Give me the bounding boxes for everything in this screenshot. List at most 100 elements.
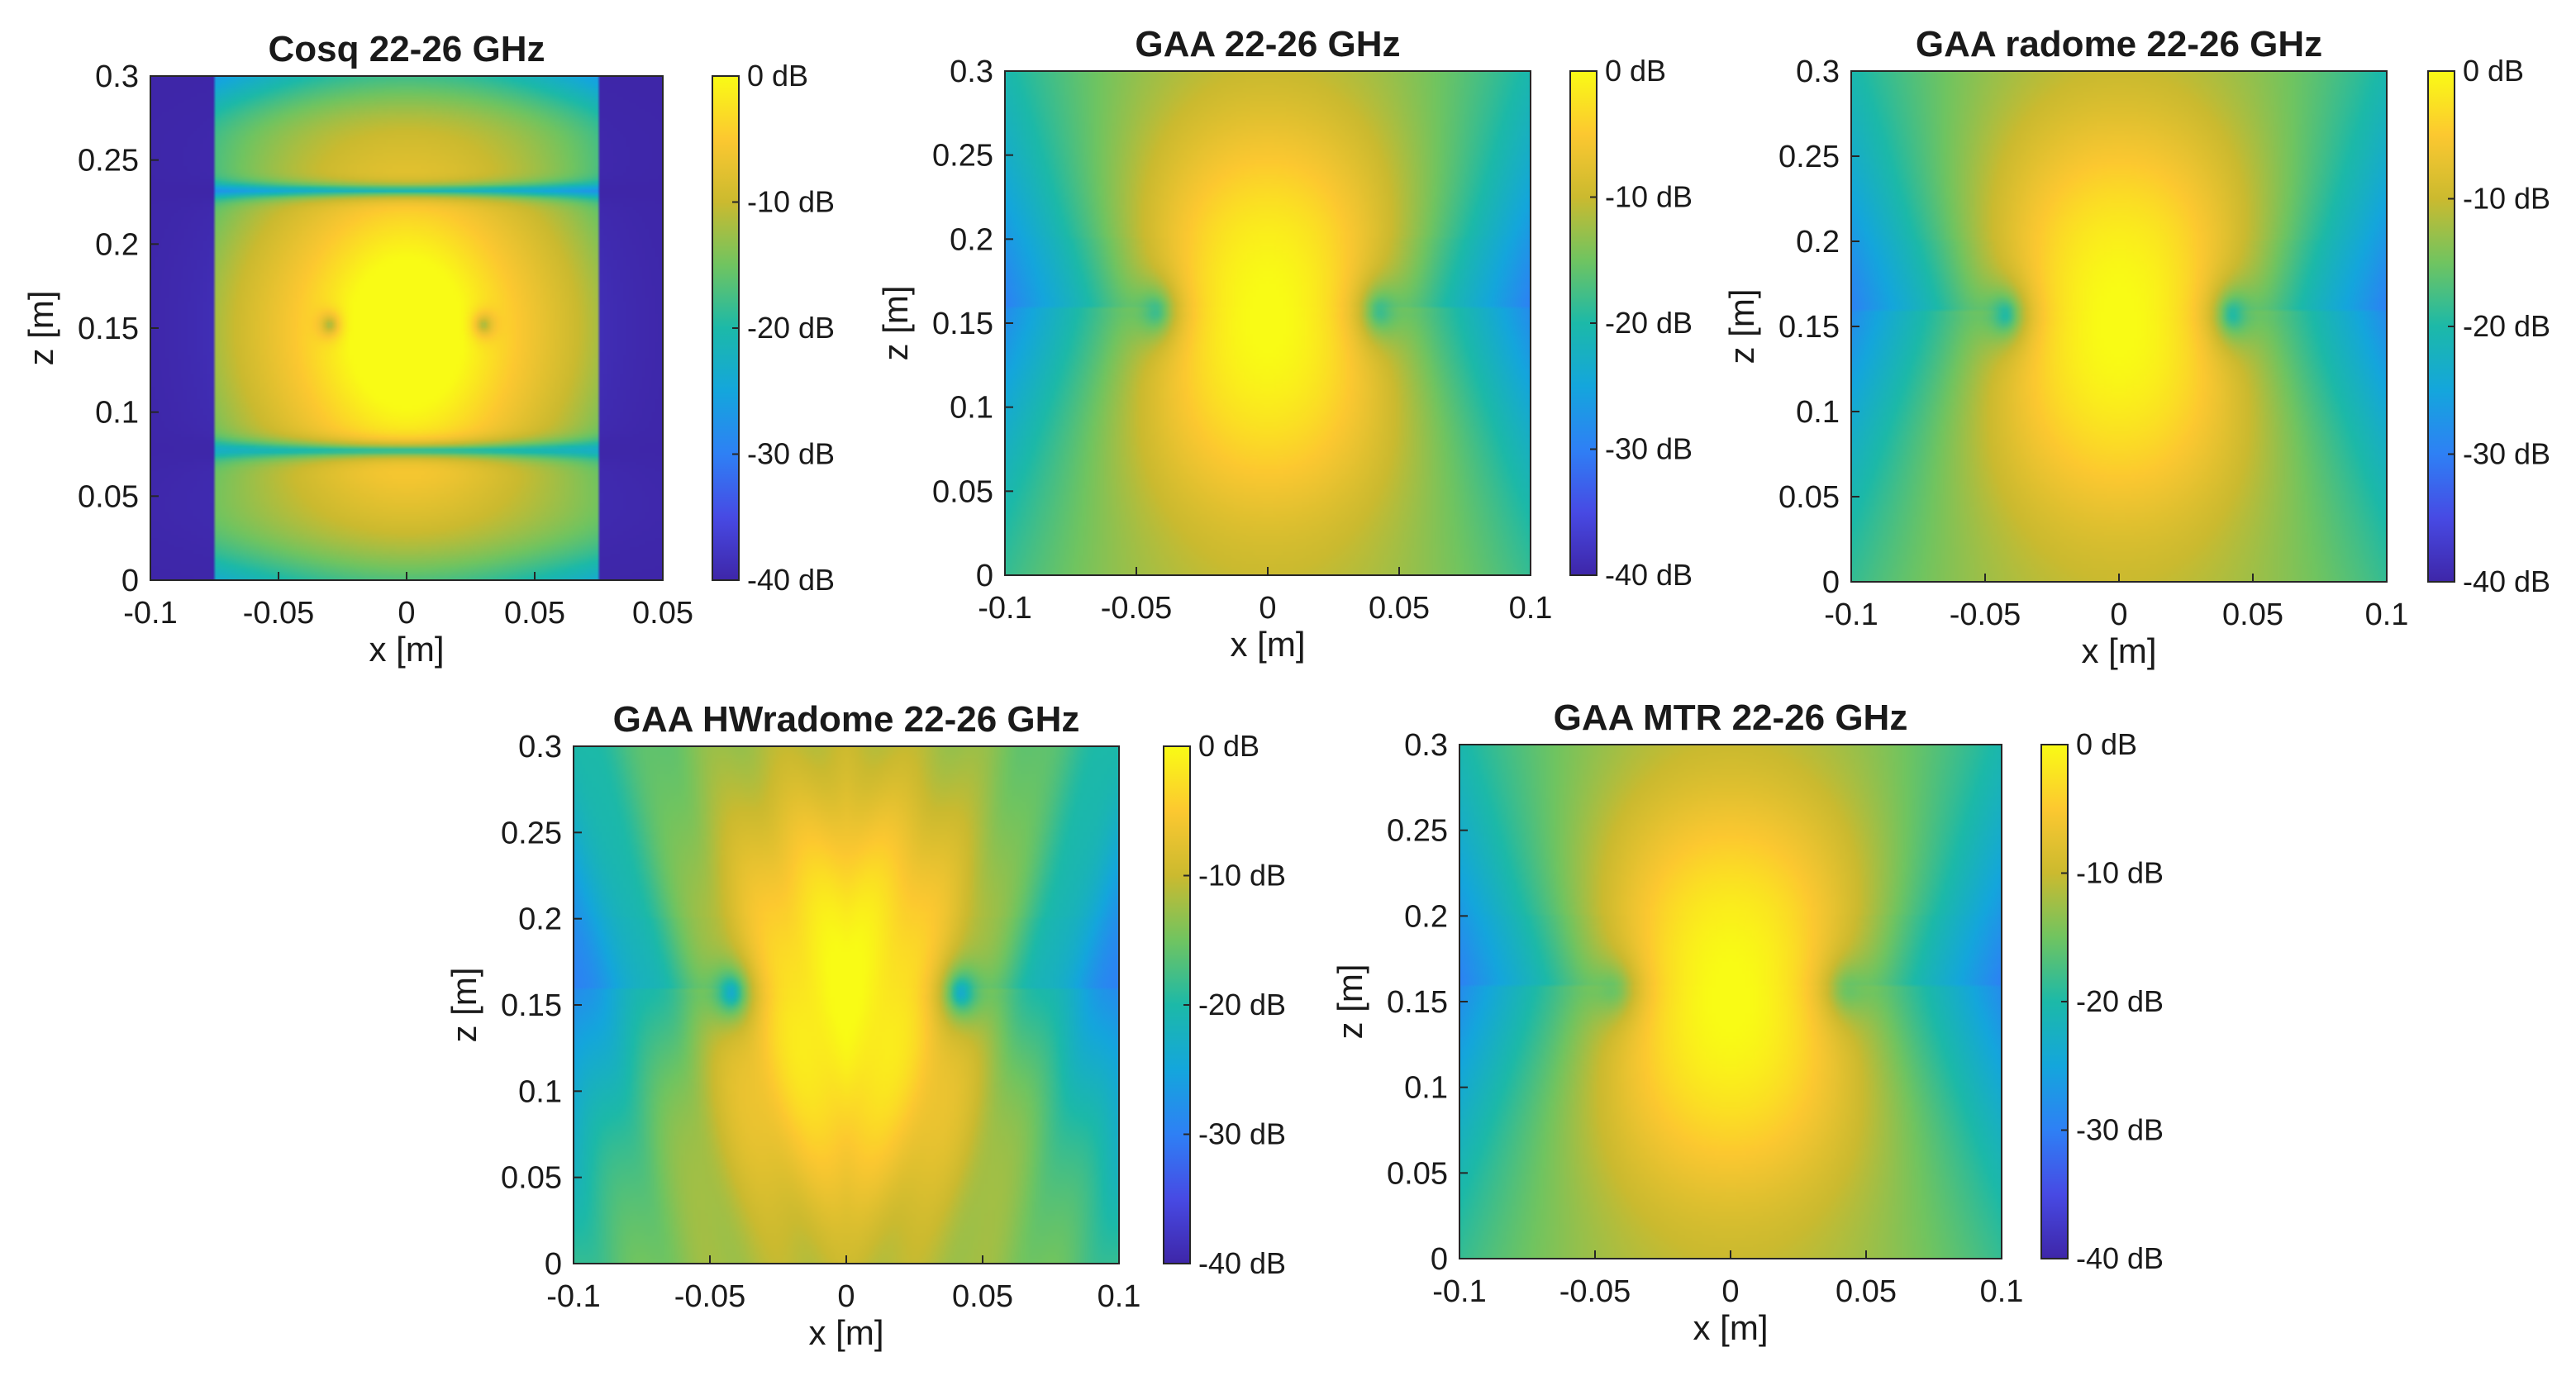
y-tick-label: 0.3 bbox=[1404, 728, 1448, 763]
y-tick-label: 0.1 bbox=[1404, 1071, 1448, 1106]
y-tick-label: 0.15 bbox=[501, 988, 562, 1023]
y-tick-label: 0.15 bbox=[78, 312, 139, 346]
y-tick-label: 0.25 bbox=[1778, 140, 1840, 174]
colorbar-tick-label: -30 dB bbox=[1605, 432, 1693, 466]
colorbar-tick-label: -20 dB bbox=[2463, 309, 2550, 343]
colorbar-tick-label: 0 dB bbox=[2463, 54, 2524, 88]
y-tick-label: 0 bbox=[1431, 1242, 1448, 1277]
x-tick-label: 0 bbox=[398, 596, 415, 631]
x-axis-label: x [m] bbox=[1231, 625, 1306, 664]
colorbar-tick-label: -10 dB bbox=[2463, 182, 2550, 216]
x-tick-label: -0.1 bbox=[546, 1279, 600, 1314]
x-tick-label: 0 bbox=[837, 1279, 855, 1314]
y-tick-label: 0 bbox=[1822, 565, 1840, 600]
y-tick-label: 0.05 bbox=[932, 474, 993, 509]
colorbar-tick-label: -30 dB bbox=[1198, 1117, 1286, 1151]
x-tick-label: -0.05 bbox=[1950, 598, 2021, 632]
y-tick-label: 0.25 bbox=[501, 816, 562, 850]
y-tick-label: 0.3 bbox=[518, 730, 562, 764]
y-tick-label: 0.1 bbox=[95, 396, 139, 431]
y-tick-label: 0.1 bbox=[1796, 395, 1840, 430]
panel-3: GAA radome 22-26 GHz 0 0.05 0.1 0.15 0.2 0.25 0… bbox=[1722, 24, 2550, 670]
colorbar-tick-label: -20 dB bbox=[1198, 988, 1286, 1021]
x-axis-label: x [m] bbox=[369, 630, 445, 669]
colorbar-tick-label: 0 dB bbox=[747, 59, 808, 93]
y-tick-label: 0.3 bbox=[950, 55, 993, 89]
y-axis-label: z [m] bbox=[1722, 289, 1761, 364]
y-tick-label: 0.05 bbox=[78, 479, 139, 514]
y-tick-label: 0.15 bbox=[1387, 985, 1448, 1020]
y-tick-label: 0 bbox=[121, 564, 139, 598]
y-tick-label: 0.1 bbox=[518, 1074, 562, 1109]
y-tick-label: 0.15 bbox=[932, 307, 993, 341]
y-tick-label: 0.3 bbox=[1796, 55, 1840, 89]
colorbar-tick-label: -10 dB bbox=[1198, 859, 1286, 893]
chart-title: GAA HWradome 22-26 GHz bbox=[613, 699, 1080, 740]
colorbar-tick-label: -40 dB bbox=[1605, 558, 1693, 592]
colorbar-tick-label: -10 dB bbox=[1605, 180, 1693, 214]
colorbar-tick-label: -40 dB bbox=[2076, 1241, 2164, 1275]
y-tick-label: 0.05 bbox=[1778, 480, 1840, 515]
colorbar-tick-label: 0 dB bbox=[1198, 729, 1259, 763]
x-tick-label: 0.05 bbox=[1836, 1274, 1897, 1309]
panel-5: GAA MTR 22-26 GHz 0 0.05 0.1 0.15 0.2 0.25 0.3 -… bbox=[1331, 698, 2164, 1347]
panel-4: GAA HWradome 22-26 GHz 0 0.05 0.1 0.15 0.2 0.2… bbox=[445, 699, 1286, 1352]
x-tick-label: 0.05 bbox=[504, 596, 565, 631]
x-axis-label: x [m] bbox=[2082, 631, 2157, 670]
y-tick-label: 0.05 bbox=[1387, 1156, 1448, 1191]
x-tick-label: 0.1 bbox=[1980, 1274, 2024, 1309]
colorbar-tick-label: -30 dB bbox=[747, 437, 835, 471]
y-tick-label: 0.05 bbox=[501, 1161, 562, 1196]
colorbar-tick-label: 0 dB bbox=[2076, 727, 2137, 761]
heatmap-image bbox=[1851, 71, 2387, 582]
colorbar-tick-label: -20 dB bbox=[747, 311, 835, 345]
y-axis-label: z [m] bbox=[445, 968, 483, 1043]
y-tick-label: 0 bbox=[976, 559, 993, 593]
y-tick-label: 0.1 bbox=[950, 391, 993, 426]
heatmap-image bbox=[150, 76, 663, 580]
y-axis-label: z [m] bbox=[21, 291, 60, 366]
colorbar-tick-label: -10 dB bbox=[2076, 856, 2164, 890]
y-tick-label: 0.2 bbox=[95, 227, 139, 262]
x-tick-label: 0.05 bbox=[632, 596, 693, 631]
x-tick-label: 0.1 bbox=[1509, 591, 1553, 626]
y-axis-label: z [m] bbox=[876, 286, 915, 361]
colorbar-tick-label: -10 dB bbox=[747, 185, 835, 219]
colorbar-tick-label: -30 dB bbox=[2463, 437, 2550, 471]
y-tick-label: 0.2 bbox=[1796, 225, 1840, 259]
x-tick-label: 0.1 bbox=[1098, 1279, 1141, 1314]
x-axis-label: x [m] bbox=[1693, 1308, 1769, 1347]
x-tick-label: 0 bbox=[1259, 591, 1276, 626]
y-tick-label: 0.25 bbox=[78, 144, 139, 179]
x-tick-label: 0.05 bbox=[2222, 598, 2283, 632]
colorbar-tick-label: -40 dB bbox=[2463, 564, 2550, 598]
colorbar-tick-label: -40 dB bbox=[747, 563, 835, 597]
panel-2: GAA 22-26 GHz 0 0.05 0.1 0.15 0.2 0.25 0.3 -0.1 -… bbox=[876, 24, 1693, 664]
chart-title: GAA MTR 22-26 GHz bbox=[1554, 698, 1908, 738]
x-tick-label: -0.05 bbox=[1101, 591, 1173, 626]
y-tick-label: 0.2 bbox=[518, 902, 562, 937]
x-tick-label: -0.05 bbox=[243, 596, 315, 631]
chart-title: Cosq 22-26 GHz bbox=[269, 29, 545, 69]
colorbar-tick-label: -30 dB bbox=[2076, 1113, 2164, 1147]
x-tick-label: 0.1 bbox=[2365, 598, 2409, 632]
x-tick-label: -0.05 bbox=[1559, 1274, 1631, 1309]
x-tick-label: -0.1 bbox=[978, 591, 1031, 626]
x-tick-label: -0.1 bbox=[123, 596, 177, 631]
x-axis-label: x [m] bbox=[809, 1313, 884, 1352]
x-tick-label: -0.1 bbox=[1824, 598, 1878, 632]
heatmap-image bbox=[574, 746, 1119, 1264]
colorbar-tick-label: -20 dB bbox=[2076, 984, 2164, 1018]
x-tick-label: -0.05 bbox=[674, 1279, 746, 1314]
x-tick-label: -0.1 bbox=[1432, 1274, 1486, 1309]
panel-1: Cosq 22-26 GHz 0 0.05 0.1 0.15 0.2 0.25 0.3 -0.1… bbox=[21, 29, 835, 669]
y-tick-label: 0.15 bbox=[1778, 310, 1840, 345]
colorbar-tick-label: -40 dB bbox=[1198, 1246, 1286, 1280]
y-tick-label: 0.2 bbox=[1404, 899, 1448, 934]
heatmap-image bbox=[1005, 71, 1531, 575]
chart-title: GAA 22-26 GHz bbox=[1135, 24, 1400, 64]
y-tick-label: 0.25 bbox=[932, 139, 993, 174]
y-axis-label: z [m] bbox=[1331, 964, 1369, 1040]
x-tick-label: 0 bbox=[1721, 1274, 1739, 1309]
